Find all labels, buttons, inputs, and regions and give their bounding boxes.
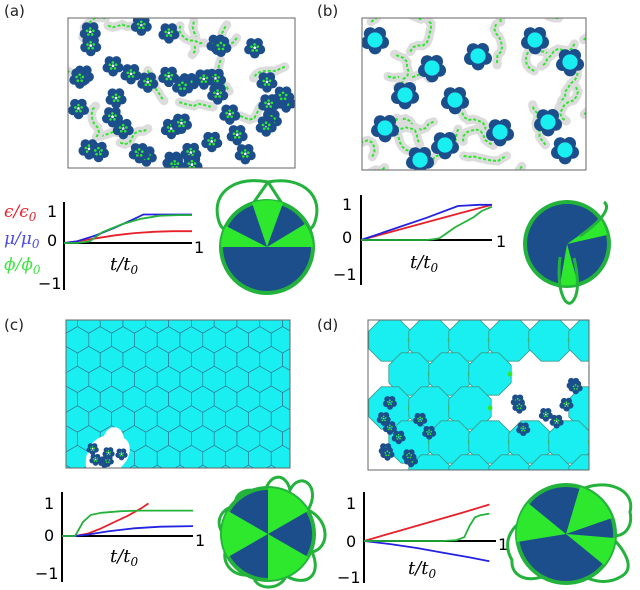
x-axis-label-c: t/t0 [110,546,139,569]
x-tick-1-a: 1 [194,238,204,257]
polar-diagram-b [523,200,611,305]
snapshot-frame-d [367,319,590,471]
series-line-blue-b [360,203,492,241]
series-line-green-c [62,509,193,537]
snapshot-frame-a [67,17,296,169]
series-line-red-d [363,503,490,542]
legend: ϵ/ϵ0 μ/μ0 ϕ/ϕ0 [4,202,41,277]
polar-diagram-d [506,483,633,585]
polar-diagram-a [215,179,319,295]
simulation-snapshot-b [362,18,586,170]
series-line-red-b [360,203,493,241]
snapshot-frame-c [65,319,291,469]
line-chart-b: 1 0 −1 1 t/t0 [333,195,506,285]
series-line-blue-a [63,213,192,244]
legend-mu: μ/μ0 [4,229,40,251]
series-line-blue-d [363,540,490,563]
y-tick-neg1-b: −1 [333,265,357,284]
series-line-blue-c [62,525,194,537]
y-tick-neg1-a: −1 [38,274,62,293]
panel-label-c: (c) [4,316,24,334]
x-tick-1-c: 1 [195,531,205,550]
y-tick-0-c: 0 [44,526,54,545]
series-line-green-a [64,214,192,244]
legend-epsilon: ϵ/ϵ0 [4,202,37,224]
y-tick-neg1-d: −1 [337,568,361,587]
simulation-snapshot-d [368,320,589,470]
series-line-green-d [364,512,490,542]
series-line-green-b [361,205,493,241]
y-tick-0-b: 0 [342,228,352,247]
x-tick-1-d: 1 [498,535,508,554]
y-tick-1-d: 1 [346,494,356,513]
x-axis-label-d: t/t0 [408,558,437,581]
x-tick-1-b: 1 [496,232,506,251]
snapshot-frame-b [361,17,587,171]
legend-phi: ϕ/ϕ0 [4,255,41,277]
line-chart-d: 1 0 −1 1 t/t0 [337,492,508,587]
y-tick-neg1-c: −1 [35,564,59,583]
polar-diagram-c [217,475,327,589]
line-chart-c: 1 0 −1 1 t/t0 [35,492,205,583]
y-tick-1-b: 1 [342,195,352,214]
simulation-snapshot-a [68,18,295,168]
panel-label-d: (d) [317,316,338,334]
series-line-red-a [63,230,192,244]
x-axis-label-a: t/t0 [110,254,139,277]
y-tick-0-a: 0 [47,231,57,250]
panel-label-b: (b) [317,2,338,20]
panel-label-a: (a) [4,2,25,20]
y-tick-0-d: 0 [346,532,356,551]
line-chart-a: 1 0 −1 1 t/t0 [38,202,204,293]
simulation-snapshot-c [66,320,290,468]
y-tick-1-c: 1 [44,494,54,513]
x-axis-label-b: t/t0 [410,252,439,275]
y-tick-1-a: 1 [47,202,57,221]
